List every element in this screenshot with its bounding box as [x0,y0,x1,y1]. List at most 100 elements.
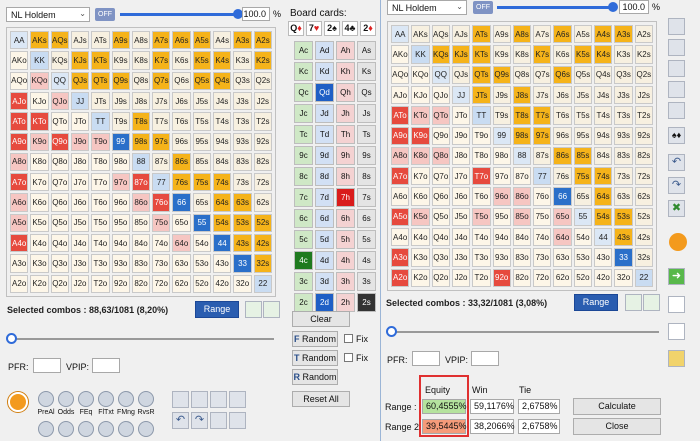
hand-right-cell[interactable]: 62o [553,268,572,287]
hand-left-cell[interactable]: 87s [152,152,171,172]
random-button-1[interactable]: F Random [292,331,338,347]
hand-right-cell[interactable]: A9s [492,25,511,44]
hand-left-cell[interactable]: AJo [10,91,29,111]
hand-right-cell[interactable]: A4o [391,228,410,247]
board-card-3c[interactable]: 3c [294,272,313,291]
hand-right-cell[interactable]: 74o [533,228,552,247]
hand-left-cell[interactable]: T4s [213,112,232,131]
hand-left-cell[interactable]: J2o [70,274,90,293]
hand-right-cell[interactable]: 96s [553,126,572,145]
hand-left-cell[interactable]: A5o [10,213,29,233]
hand-left-cell[interactable]: 65s [192,193,212,212]
hand-right-cell[interactable]: 92o [492,268,511,287]
stat-odds-icon[interactable] [58,391,74,407]
board-card-Qc[interactable]: Qc [294,83,313,102]
hand-left-cell[interactable]: 42s [253,234,272,253]
hand-left-cell[interactable]: 52s [253,213,272,233]
hand-left-cell[interactable]: 84s [213,152,232,172]
hand-right-cell[interactable]: J6o [451,187,471,206]
hand-right-cell[interactable]: ATs [472,25,491,44]
board-card-Ad[interactable]: Ad [315,41,334,60]
hand-left-cell[interactable]: A9o [10,132,29,151]
hand-left-cell[interactable]: 66 [172,193,191,212]
hand-left-cell[interactable]: QTo [50,112,69,131]
hand-right-cell[interactable]: 75s [573,167,593,186]
hand-left-cell[interactable]: 92s [253,132,272,151]
hand-right-cell[interactable]: 64o [553,228,572,247]
hand-right-cell[interactable]: K5o [411,207,430,227]
board-card-9c[interactable]: 9c [294,146,313,165]
board-card-8h[interactable]: 8h [336,167,355,186]
board-card-7d[interactable]: 7d [315,188,334,207]
board-card-As[interactable]: As [357,41,376,60]
tool-diagonal-right[interactable] [668,39,685,56]
undo-icon[interactable]: ↶ [172,412,189,429]
hand-right-cell[interactable]: J2o [451,268,471,287]
hand-right-cell[interactable]: A4s [594,25,613,44]
hand-left-cell[interactable]: AQo [10,71,29,90]
tool-box[interactable] [229,391,246,408]
stat-extra-icon[interactable] [138,421,154,437]
hand-right-cell[interactable]: KK [411,45,430,64]
hand-left-cell[interactable]: 94s [213,132,232,151]
hand-right-cell[interactable]: Q2s [634,65,653,84]
game-select-right[interactable]: NL Holdem ⌄ [387,0,467,15]
hand-right-cell[interactable]: J9s [492,85,511,105]
hand-left-cell[interactable]: K6s [172,51,191,70]
hand-left-cell[interactable]: 85s [192,152,212,172]
hand-left-cell[interactable]: K5o [30,213,49,233]
hand-left-cell[interactable]: AQs [50,31,69,50]
hand-right-cell[interactable]: 96o [492,187,511,206]
hand-right-cell[interactable]: 82s [634,146,653,166]
hand-left-cell[interactable]: K9s [111,51,130,70]
board-card-Qh[interactable]: Qh [336,83,355,102]
hand-right-cell[interactable]: A2s [634,25,653,44]
hand-right-cell[interactable]: Q3o [431,248,450,267]
hand-left-cell[interactable]: T8o [91,152,110,172]
hand-right-cell[interactable]: 52s [634,207,653,227]
percent-slider-knob-right[interactable] [608,2,618,12]
range-slider-track[interactable] [6,333,274,344]
undo-icon-right[interactable]: ↶ [668,154,685,171]
hand-right-cell[interactable]: J8o [451,146,471,166]
export-icon[interactable] [263,301,280,318]
hand-left-cell[interactable]: QQ [50,71,69,90]
hand-right-cell[interactable]: A9o [391,126,410,145]
hand-right-cell[interactable]: J7o [451,167,471,186]
percent-slider-knob[interactable] [233,9,243,19]
hand-left-cell[interactable]: 74o [152,234,171,253]
hand-left-cell[interactable]: 74s [213,173,232,192]
hand-left-cell[interactable]: 93o [111,254,130,273]
hand-right-cell[interactable]: 73o [533,248,552,267]
hand-right-cell[interactable]: T4o [472,228,491,247]
hand-left-cell[interactable]: JTo [70,112,90,131]
hand-left-cell[interactable]: 55 [192,213,212,233]
hand-left-cell[interactable]: K3s [233,51,252,70]
hand-left-cell[interactable]: Q5o [50,213,69,233]
hand-right-cell[interactable]: 55 [573,207,593,227]
hand-left-cell[interactable]: 84o [131,234,151,253]
hand-right-cell[interactable]: Q9s [492,65,511,84]
hand-right-cell[interactable]: 95s [573,126,593,145]
stat-fltxt-icon[interactable] [98,391,114,407]
arrow-right-icon[interactable]: ➜ [668,268,685,285]
stat-extra-icon[interactable] [78,421,94,437]
export-icon-right[interactable] [643,294,660,311]
hand-left-cell[interactable]: A5s [192,31,212,50]
hand-right-cell[interactable]: T7s [533,106,552,125]
stat-extra-icon[interactable] [98,421,114,437]
hand-right-cell[interactable]: 72o [533,268,552,287]
board-card-9h[interactable]: 9h [336,146,355,165]
hand-left-cell[interactable]: A2o [10,274,29,293]
hand-left-cell[interactable]: 94o [111,234,130,253]
hand-right-cell[interactable]: 76o [533,187,552,206]
hand-left-cell[interactable]: K4o [30,234,49,253]
hand-left-cell[interactable]: Q9s [111,71,130,90]
hand-right-cell[interactable]: 66 [553,187,572,206]
hand-right-cell[interactable]: 84o [512,228,532,247]
hand-right-cell[interactable]: 65o [553,207,572,227]
hand-right-cell[interactable]: Q2o [431,268,450,287]
hand-left-cell[interactable]: AKs [30,31,49,50]
hand-left-cell[interactable]: 93s [233,132,252,151]
board-selected-card[interactable]: 7♥ [306,21,322,36]
